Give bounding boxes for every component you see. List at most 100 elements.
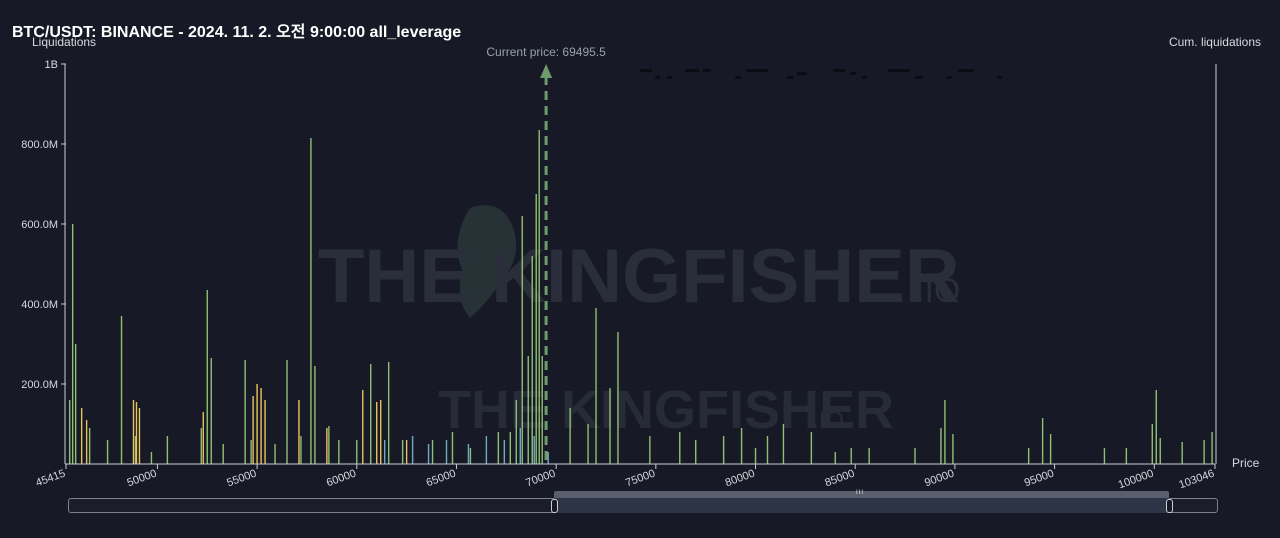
liquidation-bar — [740, 428, 743, 464]
liquidation-bar — [766, 436, 769, 464]
range-drag-bar[interactable] — [554, 491, 1169, 498]
liquidation-bar — [252, 396, 254, 464]
liquidation-bar — [868, 448, 870, 464]
liquidation-bar — [497, 432, 500, 464]
liquidation-bar — [210, 358, 212, 464]
liquidation-bar — [362, 390, 364, 464]
legend-dashes — [640, 69, 1002, 79]
liquidation-bar — [328, 426, 330, 464]
x-tick-label: 103046 — [1177, 468, 1216, 492]
liquidation-bar — [515, 400, 517, 464]
liquidation-bar — [88, 428, 91, 464]
liquidation-bar — [538, 130, 540, 464]
liquidation-bar — [547, 452, 549, 464]
liquidation-bar — [1181, 442, 1183, 464]
y2-axis-label: Cum. liquidations — [1168, 35, 1261, 49]
liquidation-bar — [569, 408, 571, 464]
liquidation-bar — [120, 316, 123, 464]
liquidation-bar — [401, 440, 404, 464]
liquidation-bar — [166, 436, 169, 464]
liquidation-bar — [722, 436, 725, 464]
liquidation-bar — [85, 420, 88, 464]
liquidation-bar — [521, 216, 523, 464]
liquidation-bar — [509, 432, 512, 464]
liquidation-bar — [1027, 448, 1030, 464]
liquidation-bar — [782, 424, 785, 464]
liquidation-bar — [834, 452, 836, 464]
arrow-up-icon — [540, 64, 553, 78]
liquidation-bar — [74, 344, 77, 464]
liquidation-bar — [485, 436, 488, 464]
liquidation-bar — [222, 444, 224, 464]
y-tick-label: 400.0M — [21, 299, 58, 311]
liquidation-bar — [264, 400, 266, 464]
liquidation-bar — [595, 308, 597, 464]
current-price-marker: Current price: 69495.5 — [486, 45, 606, 460]
liquidation-bar — [445, 440, 448, 464]
liquidation-bar — [376, 402, 378, 464]
liquidation-bar — [405, 440, 408, 464]
y-axis-label: Liquidations — [32, 35, 97, 49]
liquidation-bar — [68, 400, 71, 464]
range-grip-icon[interactable]: III — [856, 490, 865, 496]
x-tick-label: 95000 — [1023, 468, 1056, 490]
y-tick-label: 600.0M — [21, 219, 58, 231]
liquidation-bar — [519, 428, 521, 464]
liquidation-bar — [754, 448, 757, 464]
y-tick-label: 200.0M — [21, 379, 58, 391]
watermark-brand-small: THE KINGFISHER — [438, 380, 894, 440]
liquidation-bar — [244, 360, 246, 464]
bar-series — [68, 130, 1213, 464]
y-tick-label: 1B — [45, 59, 58, 71]
liquidation-bar — [431, 440, 434, 464]
liquidation-bar — [1103, 448, 1106, 464]
x-tick-label: 100000 — [1117, 468, 1156, 492]
range-handle-right[interactable] — [1166, 499, 1173, 513]
liquidation-bar — [274, 444, 276, 464]
x-tick-label: 60000 — [325, 468, 358, 490]
liquidation-bar — [106, 440, 109, 464]
watermark-suffix: .IO — [915, 272, 960, 310]
liquidation-bar — [944, 400, 946, 464]
liquidation-bar — [326, 428, 328, 464]
liquidation-bar — [1041, 418, 1044, 464]
liquidation-bar — [587, 424, 589, 464]
range-selection[interactable] — [554, 498, 1169, 513]
x-tick-label: 75000 — [624, 468, 657, 490]
x-tick-label: 45415 — [34, 468, 67, 490]
range-handle-left[interactable] — [551, 499, 558, 513]
liquidation-bar — [370, 364, 372, 464]
liquidation-bar — [451, 432, 454, 464]
liquidation-bar — [383, 440, 386, 464]
liquidation-bar — [914, 448, 916, 464]
liquidation-bar — [1125, 448, 1128, 464]
liquidation-bar — [338, 440, 340, 464]
liquidation-bar — [300, 436, 302, 464]
liquidation-bar — [541, 356, 543, 464]
liquidation-bar — [250, 440, 252, 464]
liquidation-bar — [850, 448, 852, 464]
liquidation-bar — [649, 436, 651, 464]
liquidation-bar — [310, 138, 312, 464]
liquidation-bar — [411, 436, 414, 464]
x-tick-label: 50000 — [126, 468, 159, 490]
x-tick-label: 80000 — [724, 468, 757, 490]
liquidation-bar — [150, 452, 153, 464]
liquidation-bar — [387, 362, 390, 464]
y-ticks: 1B 800.0M 600.0M 400.0M 200.0M — [21, 59, 66, 391]
liquidation-bar — [527, 356, 529, 464]
liquidation-bar — [298, 400, 300, 464]
chart-title: BTC/USDT: BINANCE - 2024. 11. 2. 오전 9:00… — [12, 24, 462, 41]
liquidation-bar — [467, 444, 470, 464]
liquidation-bar — [535, 194, 537, 464]
liquidation-bar — [202, 412, 204, 464]
liquidation-bar — [810, 432, 813, 464]
liquidation-bar — [427, 444, 430, 464]
liquidation-bar — [1151, 424, 1153, 464]
liquidation-bar — [71, 224, 74, 464]
liquidation-bar — [695, 440, 697, 464]
liquidation-bar — [1203, 440, 1205, 464]
liquidation-bar — [260, 388, 262, 464]
liquidation-bar — [503, 440, 506, 464]
